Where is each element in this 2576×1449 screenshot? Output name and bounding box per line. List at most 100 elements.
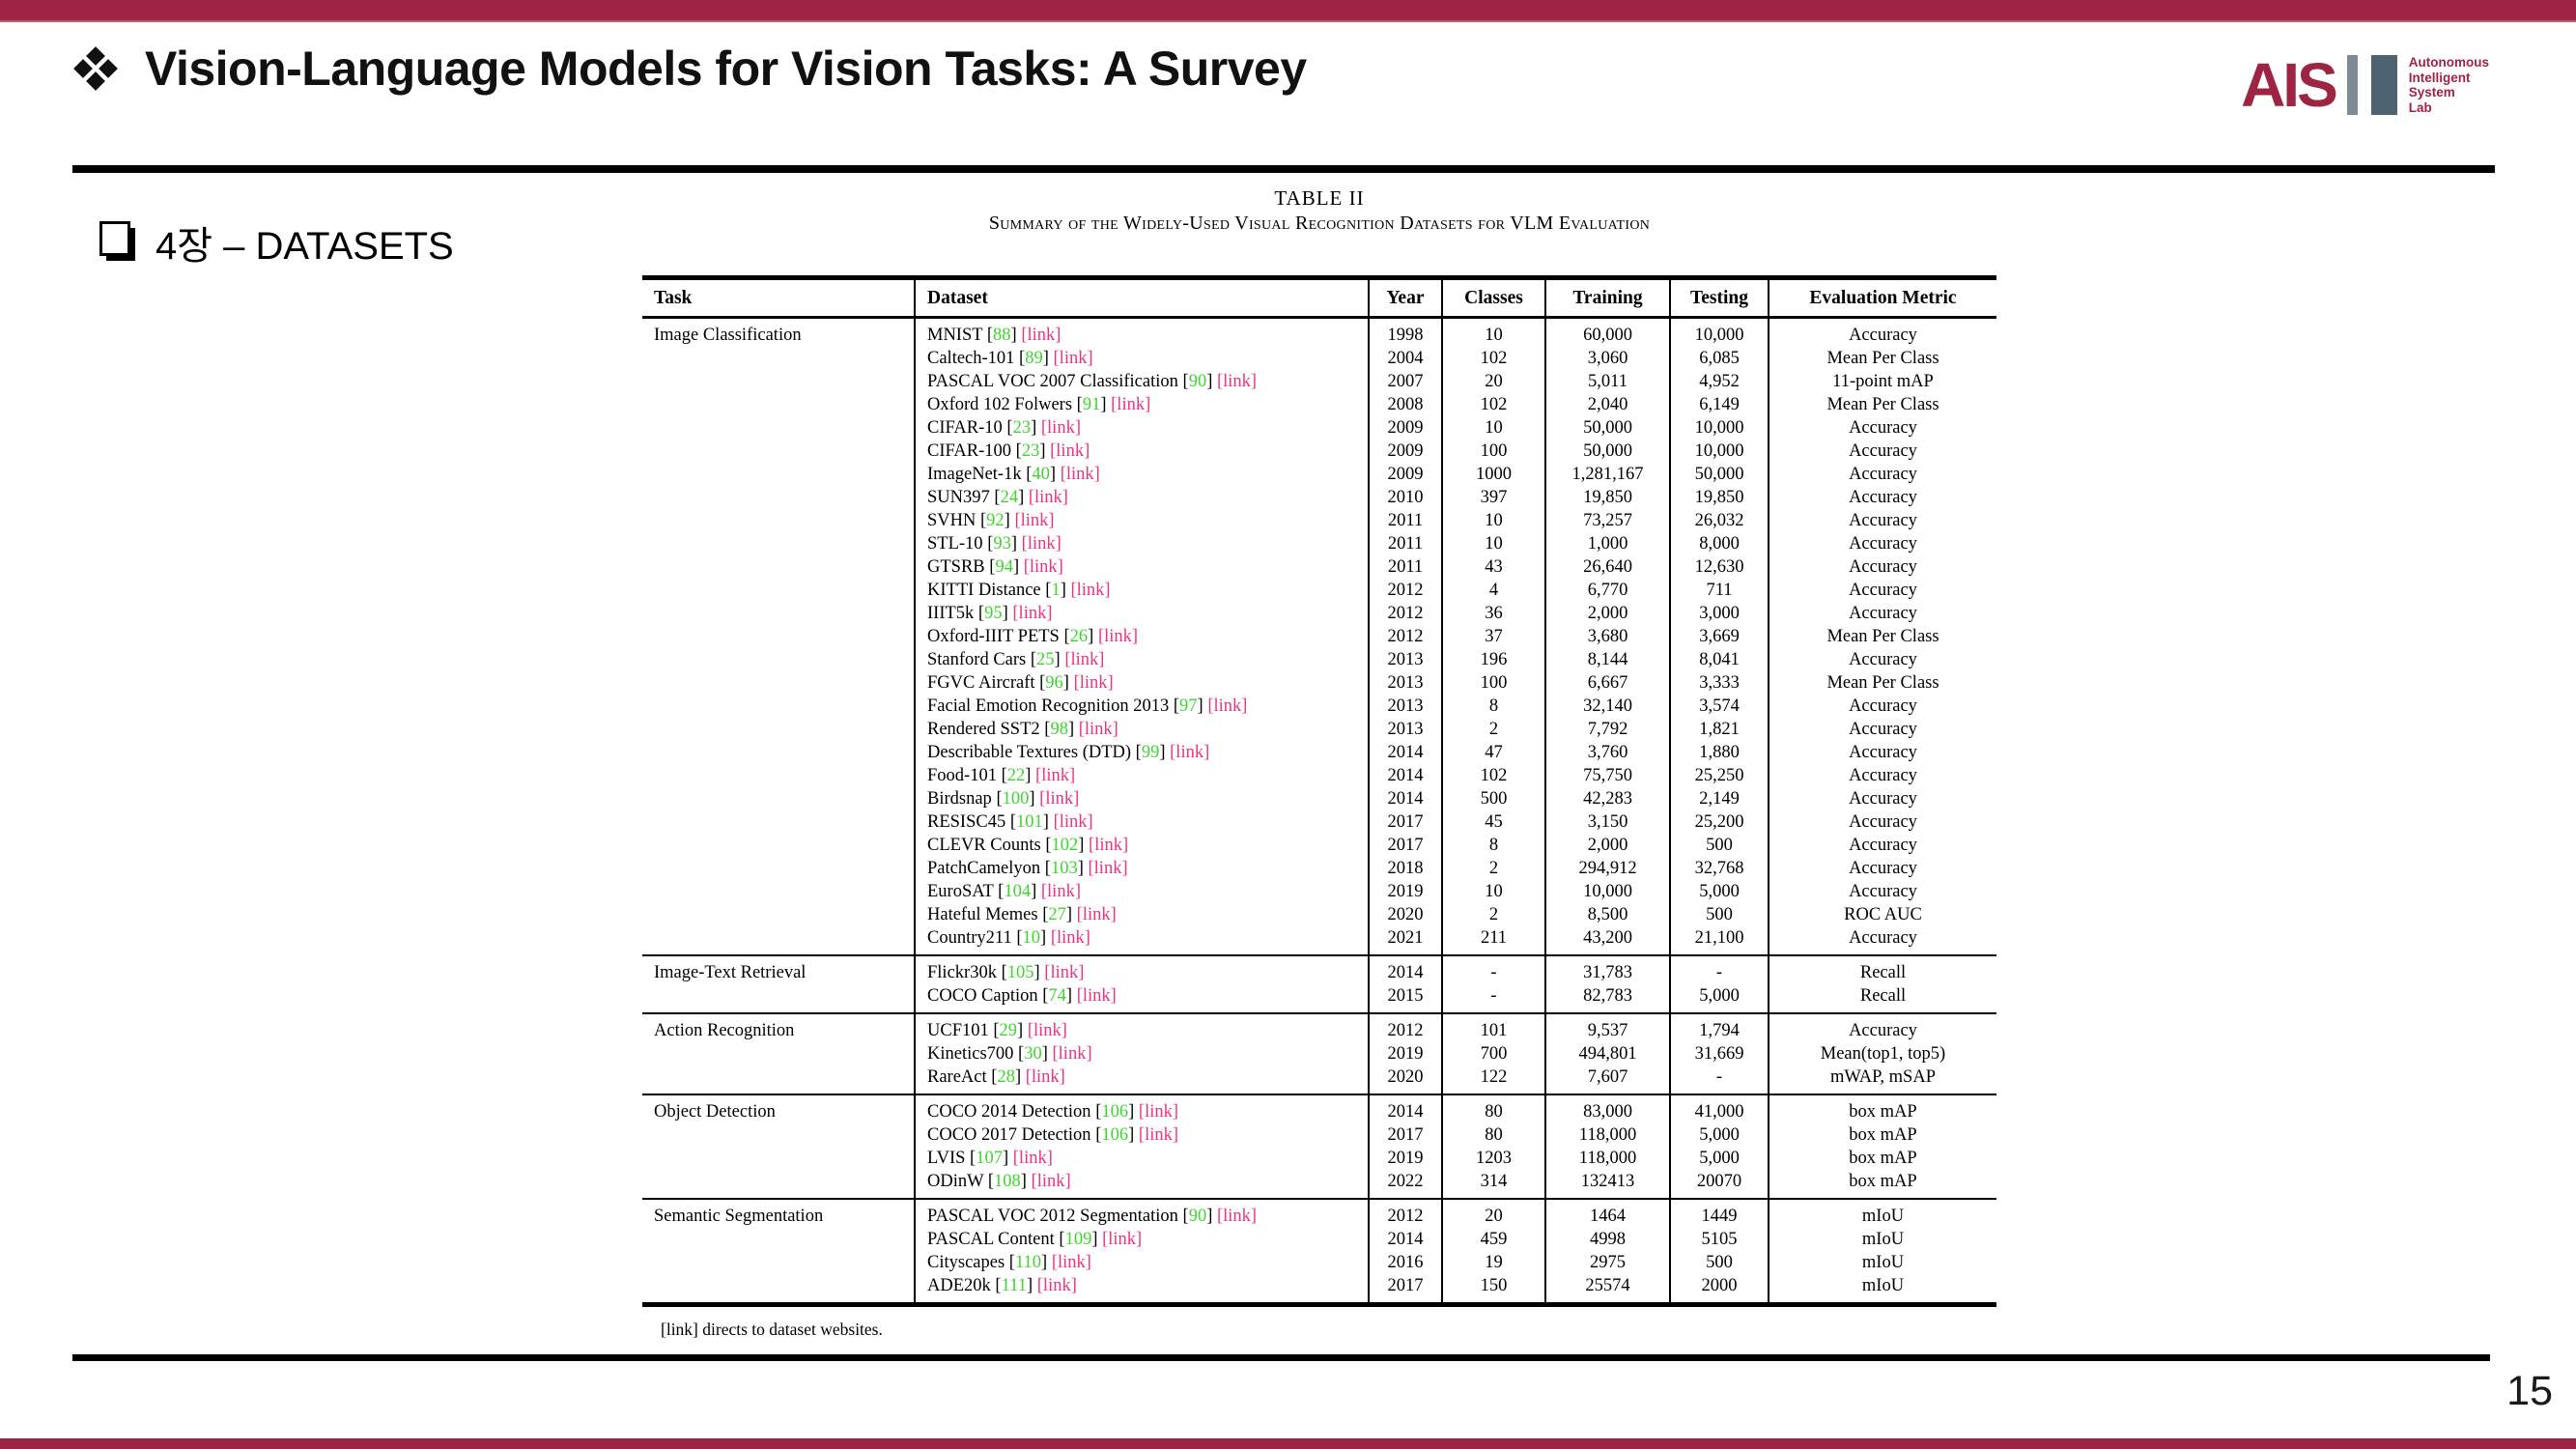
dataset-link[interactable]: [link] — [1052, 1044, 1092, 1064]
dataset-link[interactable]: [link] — [1207, 696, 1248, 716]
dataset-link[interactable]: [link] — [1021, 326, 1062, 345]
dataset-link[interactable]: [link] — [1040, 882, 1081, 901]
dataset-link[interactable]: [link] — [1138, 1102, 1179, 1122]
dataset-link[interactable]: [link] — [1025, 1067, 1065, 1087]
dataset-link[interactable]: [link] — [1138, 1125, 1179, 1145]
testing-cell: 1,821 — [1670, 718, 1769, 741]
year-cell: 2011 — [1369, 509, 1443, 532]
dataset-name: Hateful Memes — [927, 905, 1043, 924]
year-cell: 2009 — [1369, 463, 1443, 486]
dataset-link[interactable]: [link] — [1035, 766, 1076, 785]
training-cell: 83,000 — [1545, 1094, 1671, 1123]
dataset-link[interactable]: [link] — [1097, 627, 1139, 646]
table-row: Image-Text Retrieval Flickr30k [105] [lin… — [642, 955, 1996, 1013]
year-cell: 2020 — [1369, 1065, 1443, 1094]
classes-cell: 19 — [1442, 1251, 1546, 1274]
year-cell: 2004 — [1369, 347, 1443, 370]
reference-number: 106 — [1101, 1125, 1129, 1145]
dataset-link[interactable]: [link] — [1170, 743, 1210, 762]
classes-cell: 80 — [1442, 1094, 1546, 1123]
training-cell: 118,000 — [1545, 1147, 1671, 1170]
datasets-table: Task Dataset Year Classes Training Testing Eva… — [642, 275, 1996, 1307]
dataset-link[interactable]: [link] — [1051, 1253, 1091, 1272]
reference-number: 29 — [999, 1021, 1018, 1040]
metric-cell: Mean(top1, top5) — [1820, 1044, 1946, 1064]
dataset-link[interactable]: [link] — [1040, 418, 1081, 438]
dataset-link[interactable]: [link] — [1053, 349, 1093, 368]
dataset-link[interactable]: [link] — [1111, 395, 1151, 414]
dataset-name: ImageNet-1k — [927, 465, 1027, 484]
dataset-name: Food-101 — [927, 766, 1002, 785]
table-row: CLEVR Counts [102] [link] 2017 8 2,000 500 Ac… — [642, 834, 1996, 857]
bottom-accent-bar — [0, 1438, 2576, 1449]
dataset-cell: FGVC Aircraft [96] [link] — [915, 671, 1370, 695]
testing-cell: 3,574 — [1670, 695, 1769, 718]
dataset-link[interactable]: [link] — [1027, 1021, 1067, 1040]
dataset-link[interactable]: [link] — [1028, 488, 1068, 507]
metric-cell: box mAP — [1849, 1125, 1917, 1145]
dataset-link[interactable]: [link] — [1070, 581, 1111, 600]
reference-number: 28 — [997, 1067, 1015, 1087]
dataset-cell: SVHN [92] [link] — [915, 509, 1370, 532]
reference-number: 110 — [1014, 1253, 1042, 1272]
dataset-link[interactable]: [link] — [1031, 1172, 1071, 1191]
classes-cell: 43 — [1442, 555, 1546, 579]
training-cell: 4998 — [1545, 1228, 1671, 1251]
testing-cell: 3,333 — [1670, 671, 1769, 695]
dataset-link[interactable]: [link] — [1216, 1207, 1258, 1226]
training-cell: 31,783 — [1545, 955, 1671, 984]
year-cell: 2014 — [1369, 764, 1443, 787]
dataset-link[interactable]: [link] — [1044, 963, 1085, 982]
dataset-link[interactable]: [link] — [1023, 557, 1063, 577]
dataset-link[interactable]: [link] — [1060, 465, 1100, 484]
slide-title-row: Vision-Language Models for Vision Tasks:… — [73, 41, 1307, 97]
dataset-link[interactable]: [link] — [1076, 986, 1117, 1006]
testing-cell: 32,768 — [1670, 857, 1769, 880]
training-cell: 43,200 — [1545, 926, 1671, 955]
training-cell: 75,750 — [1545, 764, 1671, 787]
dataset-link[interactable]: [link] — [1216, 372, 1258, 391]
dataset-link[interactable]: [link] — [1078, 720, 1118, 739]
year-cell: 2022 — [1369, 1170, 1443, 1199]
classes-cell: 10 — [1442, 317, 1546, 347]
dataset-link[interactable]: [link] — [1073, 673, 1114, 693]
dataset-name: SVHN — [927, 511, 980, 530]
classes-cell: 10 — [1442, 509, 1546, 532]
dataset-link[interactable]: [link] — [1014, 511, 1055, 530]
metric-cell: Mean Per Class — [1826, 349, 1939, 368]
dataset-cell: ImageNet-1k [40] [link] — [915, 463, 1370, 486]
dataset-link[interactable]: [link] — [1050, 441, 1090, 461]
classes-cell: 700 — [1442, 1042, 1546, 1065]
dataset-link[interactable]: [link] — [1050, 928, 1090, 948]
dataset-link[interactable]: [link] — [1021, 534, 1062, 554]
reference-number: 102 — [1051, 836, 1079, 855]
reference-number: 92 — [986, 511, 1005, 530]
checkbox-bullet-icon — [99, 221, 130, 256]
dataset-link[interactable]: [link] — [1012, 604, 1053, 623]
dataset-link[interactable]: [link] — [1088, 859, 1128, 878]
dataset-name: GTSRB — [927, 557, 990, 577]
dataset-link[interactable]: [link] — [1102, 1230, 1143, 1249]
metric-cell: box mAP — [1849, 1172, 1917, 1191]
training-cell: 1,000 — [1545, 532, 1671, 555]
table-caption-number: TABLE II — [1274, 186, 1365, 210]
testing-cell: 5,000 — [1670, 984, 1769, 1013]
dataset-link[interactable]: [link] — [1012, 1149, 1053, 1168]
reference-number: 1 — [1051, 581, 1061, 600]
dataset-link[interactable]: [link] — [1036, 1276, 1077, 1295]
metric-cell: Accuracy — [1849, 859, 1917, 878]
dataset-cell: MNIST [88] [link] — [915, 317, 1370, 347]
dataset-link[interactable]: [link] — [1053, 812, 1093, 832]
dataset-link[interactable]: [link] — [1076, 905, 1117, 924]
training-cell: 494,801 — [1545, 1042, 1671, 1065]
metric-cell: Accuracy — [1849, 882, 1917, 901]
dataset-link[interactable]: [link] — [1064, 650, 1105, 669]
dataset-link[interactable]: [link] — [1039, 789, 1080, 809]
dataset-link[interactable]: [link] — [1089, 836, 1129, 855]
training-cell: 19,850 — [1545, 486, 1671, 509]
training-cell: 3,150 — [1545, 810, 1671, 834]
reference-number: 100 — [1002, 789, 1030, 809]
table-row: Cityscapes [110] [link] 2016 19 2975 500 mIoU — [642, 1251, 1996, 1274]
metric-cell: Accuracy — [1849, 696, 1917, 716]
year-cell: 2011 — [1369, 555, 1443, 579]
